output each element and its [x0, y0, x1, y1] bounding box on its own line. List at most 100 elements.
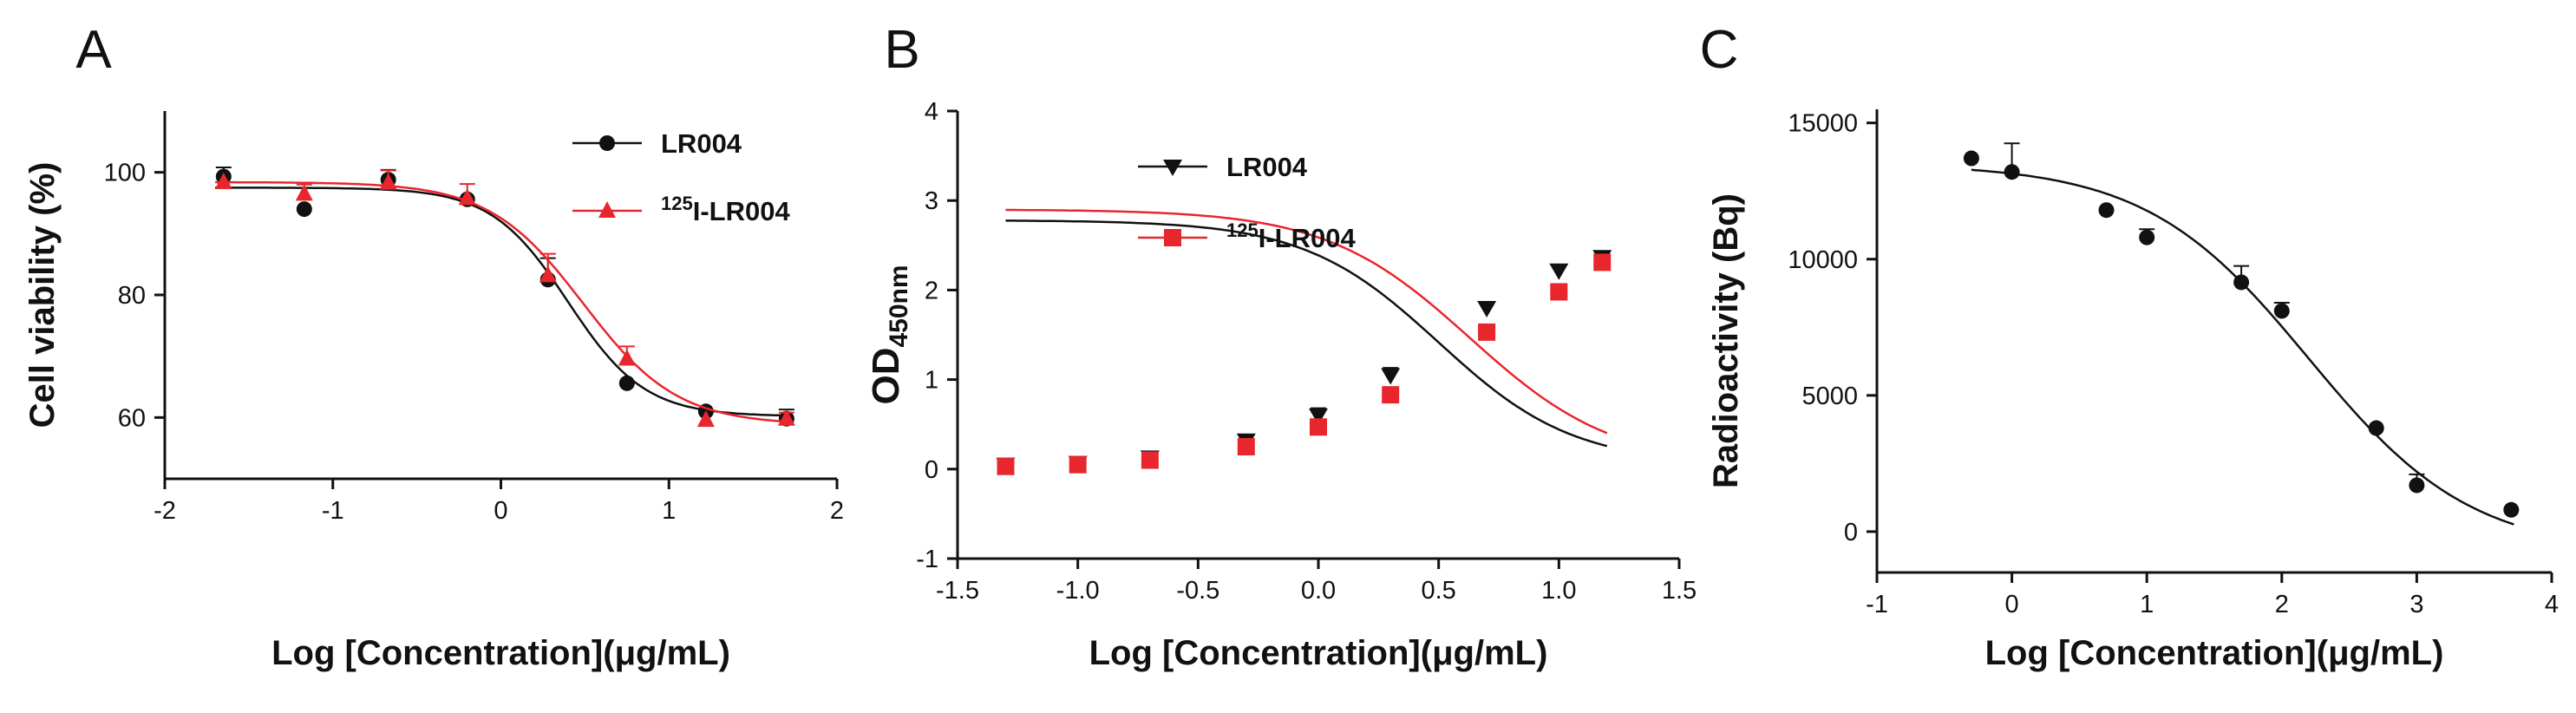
legend-marker: [599, 135, 615, 151]
y-tick-label: 0: [925, 456, 938, 484]
x-tick-label: -2: [154, 497, 176, 525]
x-tick-label: 0: [2005, 591, 2019, 618]
legend-marker: [598, 201, 616, 218]
y-axis-title: Radioactivity (Bq): [1707, 193, 1745, 488]
data-point: [2004, 164, 2020, 180]
data-point: [1550, 283, 1568, 301]
y-tick-label: 5000: [1801, 383, 1858, 410]
y-tick-label: 3: [925, 187, 938, 215]
y-tick-label: 60: [118, 404, 146, 432]
data-point: [2409, 477, 2425, 494]
fit-curve: [1005, 219, 1608, 448]
y-tick-label: -1: [916, 546, 938, 573]
data-point: [2503, 501, 2520, 518]
y-tick-label: 15000: [1788, 110, 1858, 138]
x-tick-label: 0.0: [1301, 577, 1336, 605]
fit-curve: [215, 180, 790, 423]
x-tick-label: 2: [2275, 591, 2289, 618]
y-tick-label: 80: [118, 282, 146, 310]
y-tick-label: 1: [925, 367, 938, 395]
data-point: [296, 201, 312, 218]
data-point: [539, 265, 557, 283]
x-tick-label: 1.5: [1662, 577, 1697, 605]
x-tick-label: -1.5: [936, 577, 979, 605]
panel-c: C -1 0 1 2 3 4 0 5000 10000 15000 Log [Concentratio…: [1700, 20, 2559, 672]
y-axis-title: OD450nm: [865, 265, 913, 404]
y-axis-title-main: OD: [865, 348, 907, 405]
data-point: [777, 409, 795, 426]
legend-label: LR004: [1226, 152, 1308, 182]
data-point: [2273, 303, 2290, 319]
data-point: [1963, 150, 1979, 167]
data-point: [1237, 438, 1255, 455]
x-tick-label: -1.0: [1056, 577, 1100, 605]
x-tick-label: 0: [494, 497, 507, 525]
legend-marker: [1164, 229, 1181, 246]
panel-a: A -2 -1 0 1 2 60 80 100 Log [Concentration](μg/mL…: [23, 20, 844, 672]
y-axis-title: Cell viability (%): [23, 162, 62, 428]
legend-label: LR004: [661, 128, 742, 159]
y-tick-label: 0: [1844, 519, 1858, 546]
x-axis-title: Log [Concentration](μg/mL): [1985, 634, 2444, 672]
y-tick-label: 10000: [1788, 246, 1858, 274]
panel-letter: B: [884, 20, 919, 80]
y-tick-label: 100: [104, 160, 146, 187]
data-point: [2233, 274, 2250, 291]
legend-label-superscript: 125: [661, 193, 693, 214]
data-point: [295, 184, 313, 201]
series-i-lr004: 125I-LR004: [214, 169, 795, 428]
data-point: [1141, 451, 1159, 469]
x-tick-label: -0.5: [1176, 577, 1219, 605]
y-tick-label: 2: [925, 277, 938, 304]
legend-label: 125I-LR004: [1226, 219, 1356, 253]
fit-curve: [215, 186, 790, 417]
legend-label-superscript: 125: [1226, 219, 1259, 241]
data-point: [1309, 408, 1328, 425]
y-axis-title-subscript: 450nm: [885, 265, 913, 347]
x-tick-label: -1: [322, 497, 344, 525]
series-lr004: LR004: [215, 128, 794, 427]
data-point: [1477, 301, 1497, 318]
data-point: [618, 349, 636, 366]
series-data: [1963, 142, 2520, 526]
data-point: [458, 188, 476, 206]
x-tick-label: 3: [2409, 591, 2423, 618]
legend-marker: [1163, 160, 1182, 176]
x-tick-label: 1.0: [1541, 577, 1576, 605]
x-tick-label: 4: [2545, 591, 2559, 618]
y-tick-label: 4: [925, 98, 938, 126]
series-lr004: LR004: [996, 152, 1612, 474]
data-point: [1382, 386, 1400, 404]
data-point: [1593, 253, 1612, 271]
data-point: [618, 375, 635, 391]
x-tick-label: 0.5: [1422, 577, 1456, 605]
x-tick-label: 2: [830, 497, 844, 525]
panel-letter: C: [1700, 20, 1739, 80]
fit-curve: [1005, 208, 1608, 435]
data-point: [2098, 202, 2115, 219]
legend-label-name: I-LR004: [1259, 223, 1357, 253]
data-point: [1310, 418, 1327, 436]
x-axis-title: Log [Concentration](μg/mL): [271, 634, 730, 672]
legend-label: 125I-LR004: [661, 193, 790, 226]
data-point: [1478, 323, 1496, 341]
x-tick-label: 1: [2140, 591, 2154, 618]
panel-letter: A: [75, 20, 112, 80]
x-axis-title: Log [Concentration](μg/mL): [1089, 634, 1548, 672]
series-i-lr004: 125I-LR004: [997, 208, 1612, 475]
x-tick-label: 1: [662, 497, 676, 525]
data-point: [1069, 455, 1087, 474]
data-point: [2368, 420, 2384, 436]
data-point: [1381, 368, 1401, 385]
data-point: [696, 410, 715, 428]
data-point: [997, 457, 1015, 475]
panel-b: B -1.5 -1.0 -0.5 0.0 0.5 1.0 1.5 -1 0 1 2 3 4 Log [Con…: [865, 20, 1697, 672]
data-point: [2139, 229, 2155, 245]
data-point: [214, 172, 232, 189]
fit-curve: [1971, 168, 2514, 526]
legend-label-name: I-LR004: [693, 196, 791, 226]
x-tick-label: -1: [1866, 591, 1888, 618]
data-point: [379, 173, 397, 190]
data-point: [1549, 263, 1569, 280]
